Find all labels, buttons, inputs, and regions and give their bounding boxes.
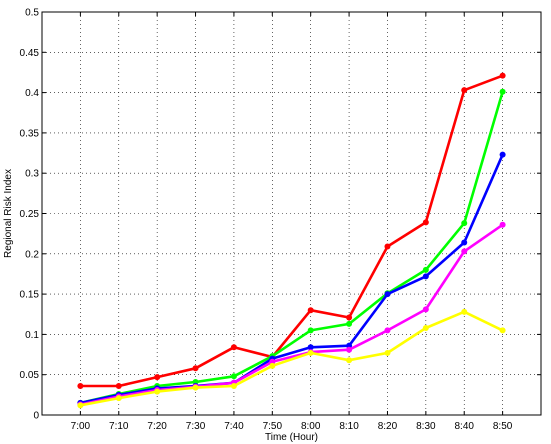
data-point	[384, 291, 391, 298]
data-point	[499, 88, 506, 95]
x-tick-label: 7:10	[109, 421, 129, 432]
series-line	[80, 223, 504, 406]
data-point	[307, 344, 314, 351]
y-tick-label: 0.35	[20, 128, 40, 139]
x-tick-label: 8:20	[378, 421, 398, 432]
data-point	[115, 395, 122, 402]
data-point	[461, 308, 468, 315]
x-tick-label: 7:50	[263, 421, 283, 432]
data-point	[384, 243, 391, 250]
y-tick-label: 0.05	[20, 370, 40, 381]
y-tick-label: 0.25	[20, 209, 40, 220]
y-tick-label: 0.45	[20, 48, 40, 59]
data-point	[499, 72, 506, 79]
data-point	[346, 357, 353, 364]
series-5	[77, 308, 506, 409]
data-point	[346, 346, 353, 353]
x-tick-label: 8:30	[416, 421, 436, 432]
x-axis-ticks: 7:00 7:10 7:20 7:30 7:40 7:50 8:00 8:10 8:20 8:30…	[71, 12, 513, 432]
x-tick-label: 8:00	[301, 421, 321, 432]
data-point	[307, 349, 314, 356]
x-tick-label: 7:00	[71, 421, 91, 432]
data-point	[230, 373, 237, 380]
data-point	[499, 327, 506, 334]
series-line	[80, 91, 504, 405]
x-tick-label: 7:20	[147, 421, 167, 432]
data-point	[499, 151, 506, 158]
data-point	[422, 324, 429, 331]
data-point	[384, 327, 391, 334]
data-point	[346, 320, 353, 327]
y-tick-label: 0.15	[20, 290, 40, 301]
x-tick-label: 8:10	[339, 421, 359, 432]
data-point	[269, 362, 276, 369]
data-point	[307, 327, 314, 334]
data-point	[461, 248, 468, 255]
data-point	[115, 382, 122, 389]
data-point	[192, 384, 199, 391]
data-point	[346, 314, 353, 321]
y-tick-label: 0.2	[25, 249, 39, 260]
data-point	[230, 382, 237, 389]
data-point	[461, 239, 468, 246]
data-point	[307, 307, 314, 314]
y-axis-ticks: 0 0.05 0.1 0.15 0.2 0.25 0.3 0.35 0.4 0.45 0.5	[20, 8, 541, 422]
data-point	[192, 365, 199, 372]
x-tick-label: 7:40	[224, 421, 244, 432]
data-point	[422, 266, 429, 273]
data-point	[461, 220, 468, 227]
data-point	[422, 273, 429, 280]
data-point	[154, 374, 161, 381]
data-point	[499, 221, 506, 228]
x-tick-label: 8:50	[493, 421, 513, 432]
y-tick-label: 0	[33, 411, 39, 422]
data-point	[384, 349, 391, 356]
data-point	[230, 344, 237, 351]
data-point	[461, 87, 468, 94]
y-tick-label: 0.4	[25, 88, 39, 99]
data-point	[77, 402, 84, 409]
series-line	[80, 310, 504, 407]
series-group	[77, 72, 506, 409]
series-line	[80, 154, 504, 405]
y-tick-label: 0.1	[25, 330, 39, 341]
y-axis-label: Regional Risk Index	[3, 169, 14, 258]
plot-area	[42, 12, 541, 415]
data-point	[154, 388, 161, 395]
y-tick-label: 0.5	[25, 8, 39, 19]
x-axis-label: Time (Hour)	[265, 432, 318, 443]
data-point	[422, 219, 429, 226]
series-line	[80, 74, 504, 388]
data-point	[77, 382, 84, 389]
y-tick-label: 0.3	[25, 169, 39, 180]
data-point	[422, 306, 429, 313]
x-tick-label: 7:30	[186, 421, 206, 432]
x-tick-label: 8:40	[454, 421, 474, 432]
